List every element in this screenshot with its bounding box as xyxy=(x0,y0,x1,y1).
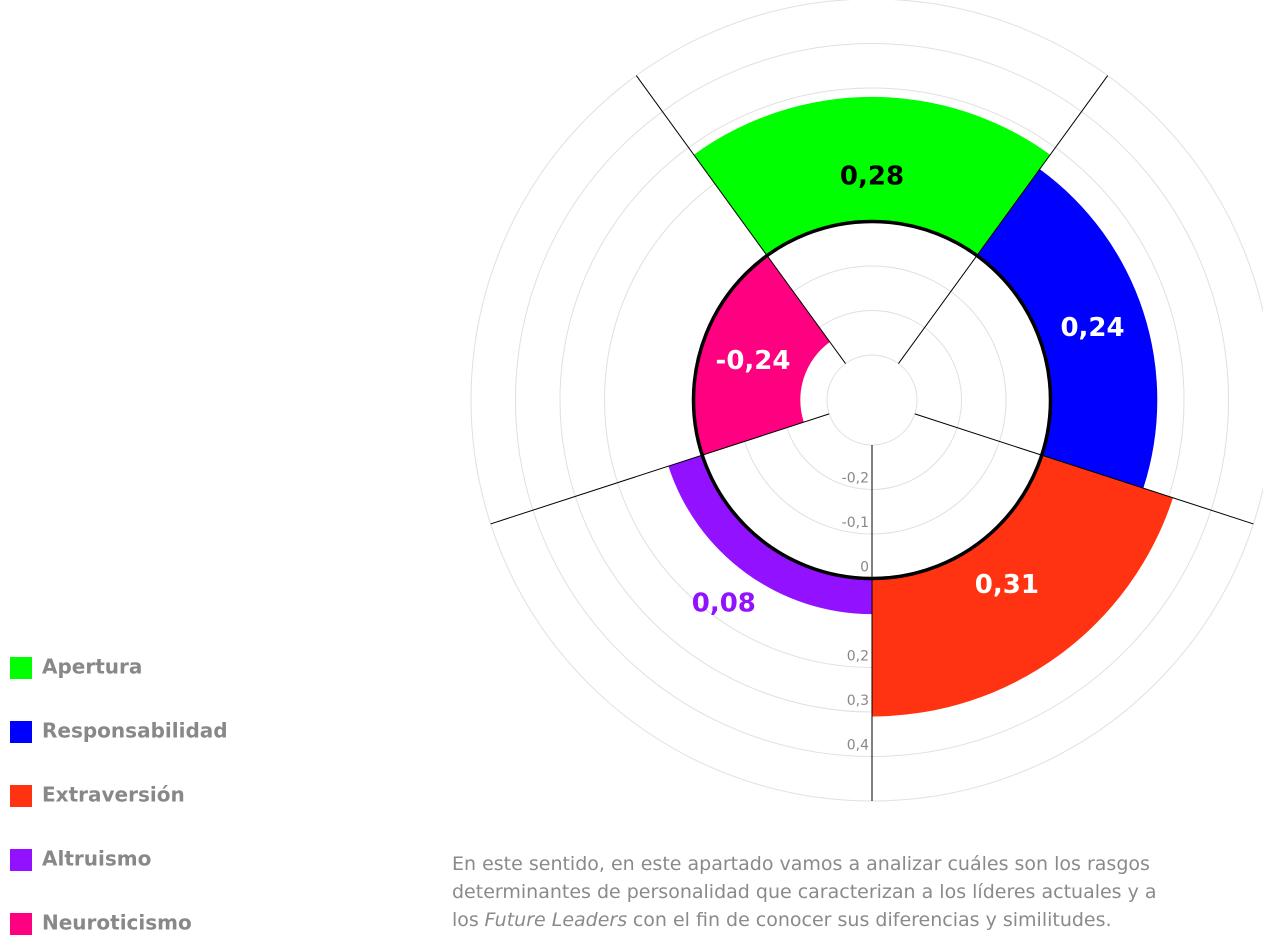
paragraph-line: En este sentido, en este apartado vamos … xyxy=(452,853,1150,875)
data-label: -0,24 xyxy=(716,346,791,376)
y-tick-label: 0,4 xyxy=(847,738,869,754)
bar xyxy=(693,96,1051,256)
y-tick-label: 0,3 xyxy=(847,693,869,709)
data-label: 0,24 xyxy=(1060,313,1124,343)
legend-swatch xyxy=(10,849,32,871)
y-tick-label: -0,2 xyxy=(842,471,869,487)
legend-swatch xyxy=(10,657,32,679)
paragraph-line: determinantes de personalidad que caract… xyxy=(452,881,1157,903)
paragraph: En este sentido, en este apartado vamos … xyxy=(452,850,1263,934)
text: con el fin de conocer sus diferencias y … xyxy=(632,909,1112,931)
italic-text: Future Leaders xyxy=(484,909,628,931)
bar xyxy=(872,455,1173,717)
data-label: 0,28 xyxy=(840,162,904,192)
y-tick-label: -0,1 xyxy=(842,515,869,531)
legend-label: Neuroticismo xyxy=(42,911,192,935)
legend-label: Extraversión xyxy=(42,783,185,807)
legend-swatch xyxy=(10,721,32,743)
bar xyxy=(976,169,1158,489)
legend-label: Apertura xyxy=(42,655,142,679)
text: los xyxy=(452,909,479,931)
legend-label: Responsabilidad xyxy=(42,719,228,743)
legend-label: Altruismo xyxy=(42,847,151,871)
y-tick-label: 0 xyxy=(860,560,869,576)
sector-divider xyxy=(914,413,1254,525)
zero-circle xyxy=(691,219,1053,581)
grid-circle xyxy=(826,354,918,446)
y-tick-label: 0,2 xyxy=(847,649,869,665)
bar xyxy=(693,255,830,456)
legend-swatch xyxy=(10,785,32,807)
legend-swatch xyxy=(10,913,32,935)
data-label: 0,08 xyxy=(692,588,756,618)
data-label: 0,31 xyxy=(975,570,1039,600)
sector-divider xyxy=(898,75,1109,364)
sector-divider xyxy=(490,413,830,525)
sector-divider xyxy=(635,75,846,364)
paragraph-line: los Future Leaders con el fin de conocer s… xyxy=(452,906,1263,934)
